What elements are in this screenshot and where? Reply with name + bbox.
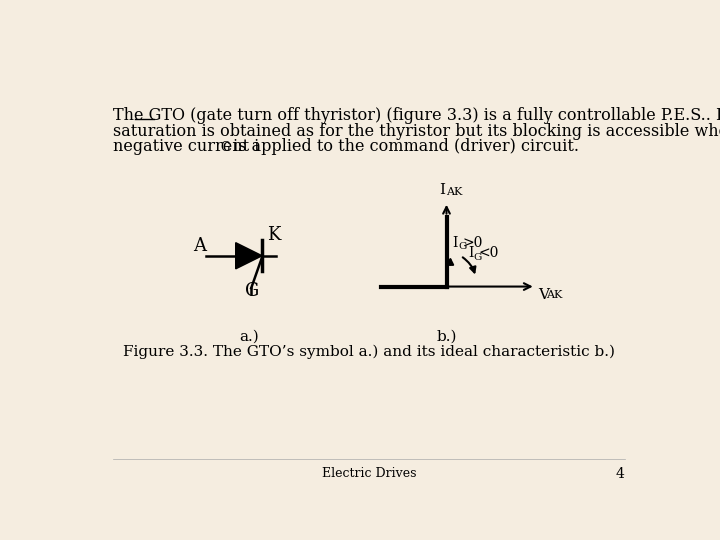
Text: A: A [193,237,206,255]
Text: negative current i: negative current i [113,138,260,155]
Text: G: G [474,253,482,261]
Text: is applied to the command (driver) circuit.: is applied to the command (driver) circu… [228,138,579,155]
Text: >0: >0 [463,235,483,249]
Text: G: G [458,242,467,251]
Text: The GTO (gate turn off thyristor) (figure 3.3) is a fully controllable P.E.S.. I: The GTO (gate turn off thyristor) (figur… [113,107,720,124]
Text: G: G [220,141,230,154]
Text: Figure 3.3. The GTO’s symbol a.) and its ideal characteristic b.): Figure 3.3. The GTO’s symbol a.) and its… [123,345,615,359]
Text: Electric Drives: Electric Drives [322,467,416,480]
Text: G: G [245,282,259,300]
Text: I: I [468,246,474,260]
Polygon shape [235,242,262,269]
Text: <0: <0 [478,246,499,260]
Text: AK: AK [546,291,562,300]
Text: K: K [266,226,280,245]
Text: 4: 4 [616,467,625,481]
Text: b.): b.) [436,329,456,343]
Text: V: V [538,288,549,302]
Text: saturation is obtained as for the thyristor but its blocking is accessible when : saturation is obtained as for the thyris… [113,123,720,139]
Text: I: I [453,235,458,249]
Text: a.): a.) [239,329,258,343]
Text: AK: AK [446,187,463,197]
Text: I: I [439,183,445,197]
